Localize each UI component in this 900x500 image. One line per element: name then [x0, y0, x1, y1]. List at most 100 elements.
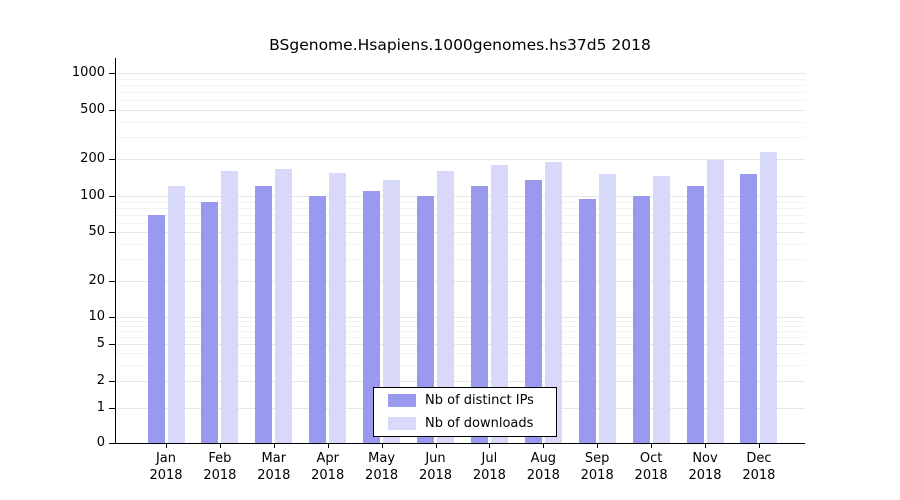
x-tick-mark	[597, 443, 599, 448]
gridline-minor	[115, 84, 805, 86]
y-tick-label: 200	[80, 150, 105, 166]
gridline-minor	[115, 321, 805, 323]
bar-distinct-ips	[363, 190, 381, 443]
y-tick-mark	[109, 110, 115, 112]
bar-downloads	[275, 169, 293, 443]
chart-title: BSgenome.Hsapiens.1000genomes.hs37d5 201…	[269, 36, 651, 54]
legend: Nb of distinct IPs Nb of downloads	[373, 387, 557, 437]
gridline-minor	[115, 207, 805, 209]
bar-distinct-ips	[578, 198, 596, 443]
x-tick-mark	[651, 443, 653, 448]
bar-downloads	[221, 170, 239, 443]
x-label-month: Sep	[584, 451, 610, 466]
gridline-minor	[115, 121, 805, 123]
bar-downloads	[652, 176, 670, 443]
legend-item-distinct-ips: Nb of distinct IPs	[388, 390, 556, 411]
y-tick-mark	[109, 443, 115, 444]
y-tick-mark	[109, 344, 115, 346]
gridline-minor	[115, 325, 805, 327]
bar-distinct-ips	[740, 174, 758, 443]
y-tick-label: 20	[88, 272, 105, 288]
x-tick-mark	[543, 443, 545, 448]
x-label-year: 2018	[580, 468, 614, 483]
y-tick-mark	[109, 408, 115, 409]
x-tick-mark	[327, 443, 329, 448]
bar-downloads	[706, 160, 724, 443]
y-tick-label: 100	[80, 188, 105, 203]
bar-downloads	[383, 179, 401, 443]
y-tick-mark	[109, 380, 115, 382]
bar-distinct-ips	[255, 186, 273, 443]
y-tick-label: 1	[96, 400, 105, 415]
x-label-year: 2018	[257, 468, 291, 483]
bar-downloads	[760, 151, 778, 443]
bar-downloads	[167, 186, 185, 443]
y-tick-mark	[109, 73, 115, 74]
bar-downloads	[437, 170, 454, 443]
x-label-month: Jul	[481, 451, 498, 466]
bar-distinct-ips	[686, 186, 704, 443]
x-label-year: 2018	[365, 468, 399, 483]
y-axis-line	[115, 58, 116, 444]
x-label-month: Dec	[746, 451, 772, 466]
y-tick-label: 10	[88, 309, 105, 324]
x-tick-mark	[166, 443, 167, 448]
x-tick-mark	[219, 443, 221, 448]
legend-label-downloads: Nb of downloads	[425, 416, 534, 431]
x-label-year: 2018	[634, 468, 668, 483]
x-label-year: 2018	[311, 468, 345, 483]
gridline-major	[115, 380, 805, 382]
y-tick-label: 50	[88, 224, 105, 240]
gridline-minor	[115, 201, 805, 203]
y-tick-mark	[109, 158, 115, 160]
gridline-major	[115, 73, 805, 74]
bar-distinct-ips	[632, 196, 650, 443]
gridline-minor	[115, 331, 805, 333]
y-tick-label: 5	[96, 336, 105, 352]
x-label-year: 2018	[742, 468, 776, 483]
x-label-month: Mar	[261, 451, 287, 466]
bar-distinct-ips	[309, 196, 327, 443]
x-tick-mark	[381, 443, 383, 448]
bar-distinct-ips	[201, 201, 219, 443]
bar-distinct-ips	[147, 214, 165, 443]
gridline-major	[115, 196, 805, 197]
gridline-minor	[115, 259, 805, 261]
gridline-major	[115, 232, 805, 234]
x-label-month: Aug	[530, 451, 556, 466]
y-tick-mark	[109, 317, 115, 318]
y-tick-mark	[109, 232, 115, 234]
x-tick-mark	[758, 443, 760, 448]
gridline-minor	[115, 353, 805, 355]
x-label-year: 2018	[526, 468, 560, 483]
gridline-major	[115, 280, 805, 282]
x-label-month: May	[368, 451, 396, 466]
gridline-minor	[115, 137, 805, 139]
bar-distinct-ips	[524, 179, 542, 443]
x-label-month: Jan	[155, 451, 177, 466]
gridline-minor	[115, 364, 805, 366]
y-tick-label: 2	[96, 372, 105, 388]
bar-downloads	[544, 161, 562, 443]
bar-downloads	[598, 174, 616, 443]
x-label-month: Nov	[692, 451, 718, 466]
x-label-month: Feb	[208, 451, 232, 466]
gridline-minor	[115, 244, 805, 246]
x-tick-mark	[435, 443, 437, 448]
legend-item-downloads: Nb of downloads	[388, 413, 556, 434]
x-label-year: 2018	[688, 468, 722, 483]
gridline-minor	[115, 78, 805, 80]
x-tick-mark	[273, 443, 275, 448]
x-tick-mark	[489, 443, 491, 448]
gridline-minor	[115, 214, 805, 216]
bar-downloads	[490, 164, 508, 443]
gridline-major	[115, 344, 805, 346]
gridline-minor	[115, 337, 805, 339]
y-tick-label: 0	[96, 435, 105, 450]
x-label-month: Jun	[425, 451, 446, 466]
legend-swatch-distinct-ips	[388, 394, 416, 407]
x-label-year: 2018	[149, 468, 183, 483]
y-tick-mark	[109, 196, 115, 197]
